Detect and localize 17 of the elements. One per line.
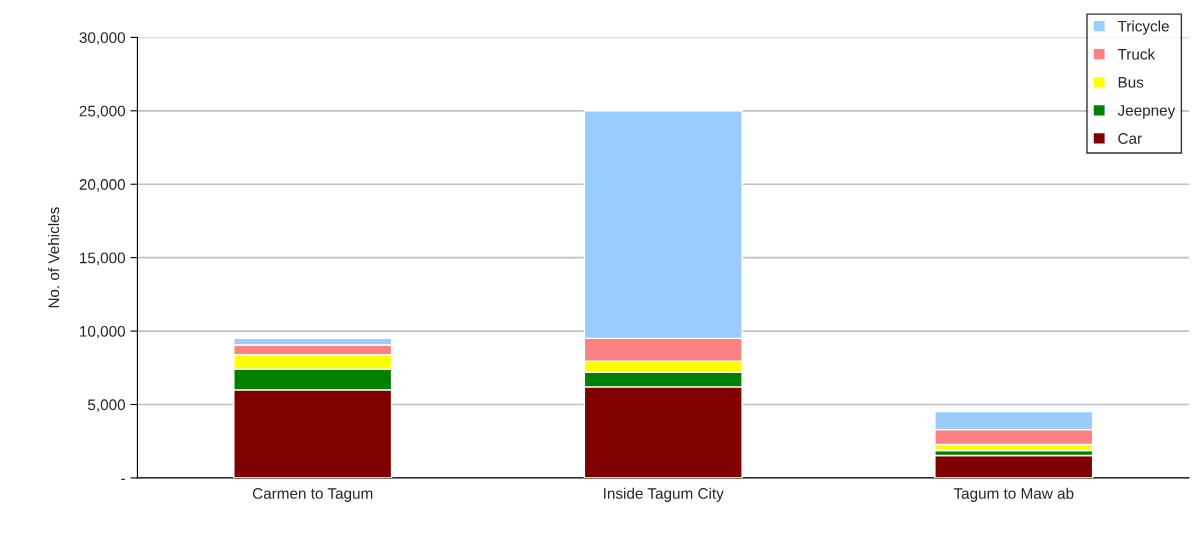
y-tick-label: 25,000 [79, 105, 126, 119]
legend-label: Truck [1117, 48, 1156, 60]
y-tick-label: 5,000 [88, 399, 126, 412]
y-tick-label: 30,000 [79, 32, 126, 45]
x-tick-label: Carmen to Tagum [252, 488, 373, 502]
x-tick-label: Tagum to Maw ab [953, 487, 1074, 502]
y-tick-label: 15,000 [80, 252, 126, 266]
legend-label: Tricycle [1117, 20, 1169, 35]
y-axis-title: No. of Vehicles [47, 207, 60, 308]
y-tick-label: 10,000 [80, 325, 126, 339]
x-tick-label: Inside Tagum City [604, 487, 724, 502]
legend-label: Bus [1118, 77, 1144, 88]
y-tick-label: 20,000 [79, 179, 126, 192]
bar [934, 454, 1094, 478]
legend-label: Jeepney [1117, 105, 1176, 119]
legend-label: Car [1118, 133, 1142, 144]
y-tick-label: - [121, 478, 125, 480]
